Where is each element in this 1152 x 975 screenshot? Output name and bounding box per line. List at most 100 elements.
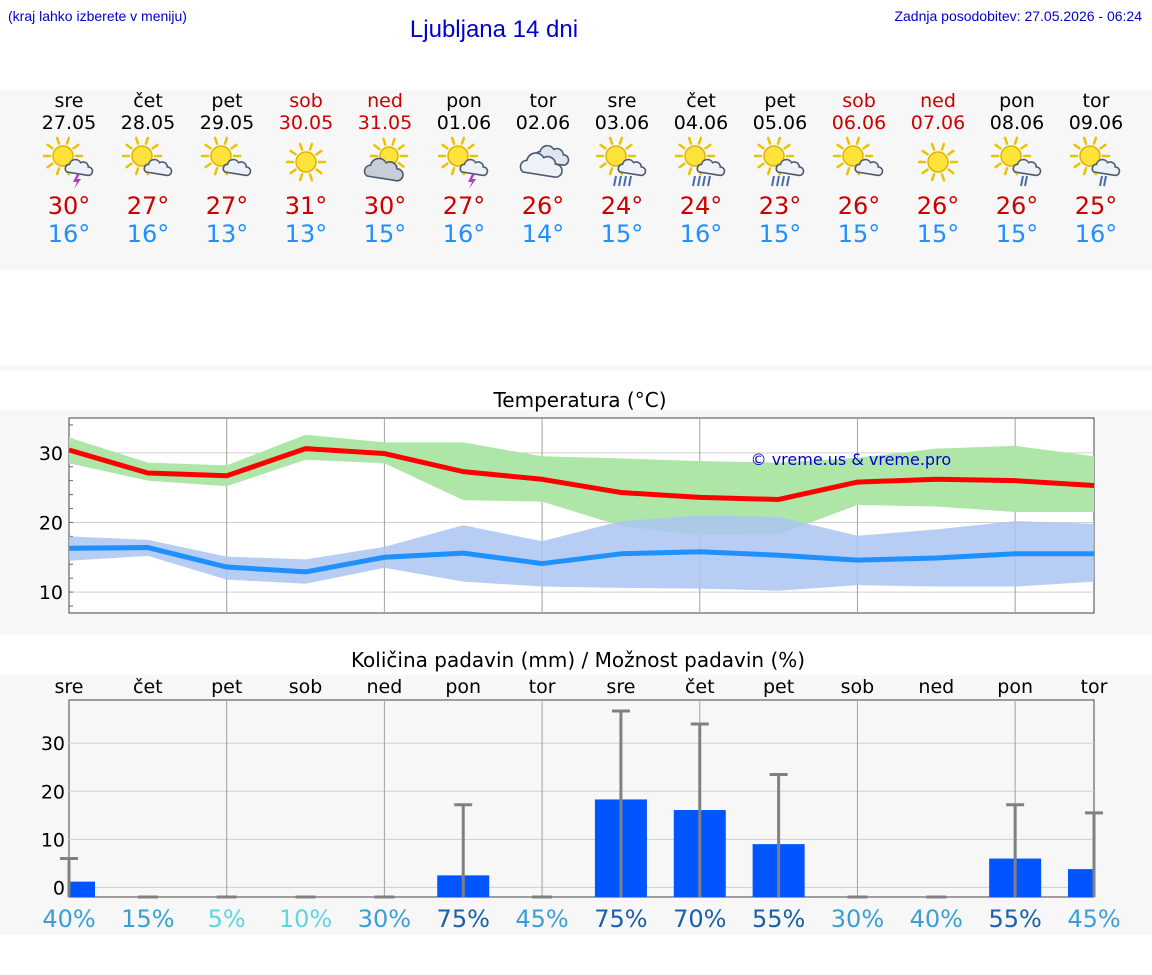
min-temperature: 13°: [205, 220, 249, 248]
forecast-day: sre 03.06 24° 15°: [582, 90, 662, 248]
min-temperature: 15°: [758, 220, 802, 248]
separator: [0, 365, 1152, 370]
min-temperature: 15°: [837, 220, 881, 248]
min-temperature: 14°: [521, 220, 565, 248]
day-name: pet: [764, 90, 796, 112]
sun-cloud-icon: [121, 136, 173, 177]
plot-area: [68, 699, 1095, 898]
day-date: 30.05: [278, 112, 334, 134]
sun-cloud-rain-icon: [674, 136, 726, 187]
y-tick-label: 10: [39, 582, 63, 604]
day-date: 04.06: [673, 112, 729, 134]
max-temperature: 26°: [837, 192, 881, 220]
day-name: tor: [1082, 90, 1110, 112]
day-date: 01.06: [436, 112, 492, 134]
max-temperature: 31°: [284, 192, 328, 220]
chart-title: Količina padavin (mm) / Možnost padavin …: [351, 648, 805, 672]
y-tick-label: 0: [53, 877, 65, 899]
forecast-day: pon 01.06 27° 16°: [424, 90, 504, 248]
forecast-day: sob 06.06 26° 15°: [819, 90, 899, 248]
day-date: 27.05: [41, 112, 97, 134]
max-temperature: 25°: [1074, 192, 1118, 220]
sun-icon: [917, 142, 959, 182]
sun-cloud-thunder-icon: [437, 136, 489, 189]
forecast-day: čet 28.05 27° 16°: [108, 90, 188, 248]
precipitation-chance: 40%: [910, 905, 963, 933]
precipitation-chance: 75%: [594, 905, 647, 933]
sun-cloud-rain-icon: [595, 136, 647, 187]
day-date: 29.05: [199, 112, 255, 134]
x-tick-label: pon: [997, 676, 1033, 698]
day-name: ned: [920, 90, 956, 112]
day-date: 03.06: [594, 112, 650, 134]
day-date: 09.06: [1068, 112, 1124, 134]
max-temperature: 26°: [521, 192, 565, 220]
precipitation-chance: 30%: [831, 905, 884, 933]
day-name: sob: [842, 90, 876, 112]
min-temperature: 13°: [284, 220, 328, 248]
y-tick-label: 20: [41, 781, 65, 803]
day-date: 08.06: [989, 112, 1045, 134]
daily-forecast: sre 27.05 30° 16° čet 28.05 27° 16° pet 29.05 27° 1…: [0, 90, 1152, 270]
sun-cloud-icon: [832, 136, 884, 177]
day-name: čet: [686, 90, 716, 112]
max-temperature: 24°: [679, 192, 723, 220]
precipitation-bar: [1068, 869, 1094, 897]
forecast-day: sre 27.05 30° 16°: [29, 90, 109, 248]
y-tick-label: 30: [39, 443, 63, 465]
precipitation-chart: Količina padavin (mm) / Možnost padavin …: [41, 648, 1121, 933]
location-note: (kraj lahko izberete v meniju): [8, 8, 187, 24]
x-tick-label: čet: [133, 676, 163, 698]
max-temperature: 23°: [758, 192, 802, 220]
day-name: ned: [367, 90, 403, 112]
day-date: 28.05: [120, 112, 176, 134]
forecast-strip: [0, 90, 1152, 270]
forecast-day: pet 29.05 27° 13°: [187, 90, 267, 248]
x-tick-label: sob: [841, 676, 875, 698]
sun-cloud-rain-icon: [753, 136, 805, 187]
max-temperature: 26°: [916, 192, 960, 220]
precipitation-chance: 55%: [988, 905, 1041, 933]
day-name: pon: [999, 90, 1035, 112]
y-tick-label: 30: [41, 733, 65, 755]
page-title: Ljubljana 14 dni: [409, 16, 579, 43]
min-temperature: 16°: [47, 220, 91, 248]
day-name: pon: [446, 90, 482, 112]
x-tick-label: ned: [366, 676, 402, 698]
precipitation-chance: 10%: [279, 905, 332, 933]
max-temperature-line: [68, 446, 1095, 502]
precipitation-chance: 45%: [515, 905, 568, 933]
max-temperature: 27°: [205, 192, 249, 220]
min-temperature: 16°: [126, 220, 170, 248]
precipitation-chance: 70%: [673, 905, 726, 933]
day-date: 02.06: [515, 112, 571, 134]
temperature-chart: Temperatura (°C) 10 20 30 © vreme.us & vreme…: [39, 388, 1095, 614]
min-temperature: 15°: [995, 220, 1039, 248]
x-tick-label: tor: [1081, 676, 1108, 698]
x-tick-label: sre: [606, 676, 635, 698]
forecast-day: tor 02.06 26° 14°: [503, 90, 583, 248]
sun-behind-cloud-icon: [363, 137, 409, 182]
x-tick-label: čet: [685, 676, 715, 698]
day-date: 06.06: [831, 112, 887, 134]
max-temperature: 26°: [995, 192, 1039, 220]
forecast-day: pon 08.06 26° 15°: [977, 90, 1057, 248]
day-date: 31.05: [357, 112, 413, 134]
max-temperature: 30°: [47, 192, 91, 220]
precipitation-chance: 5%: [208, 905, 246, 933]
y-tick-label: 20: [39, 512, 63, 534]
day-date: 07.06: [910, 112, 966, 134]
x-tick-label: pon: [445, 676, 481, 698]
day-name: tor: [529, 90, 557, 112]
day-date: 05.06: [752, 112, 808, 134]
max-temperature: 24°: [600, 192, 644, 220]
x-tick-label: sob: [289, 676, 323, 698]
sun-cloud-thunder-icon: [42, 136, 94, 189]
precipitation-chance: 55%: [752, 905, 805, 933]
y-tick-label: 10: [41, 829, 65, 851]
sun-cloud-drizzle-icon: [1069, 136, 1121, 187]
day-name: pet: [211, 90, 243, 112]
min-temperature: 15°: [363, 220, 407, 248]
precipitation-chance: 30%: [358, 905, 411, 933]
forecast-day: pet 05.06 23° 15°: [740, 90, 820, 248]
